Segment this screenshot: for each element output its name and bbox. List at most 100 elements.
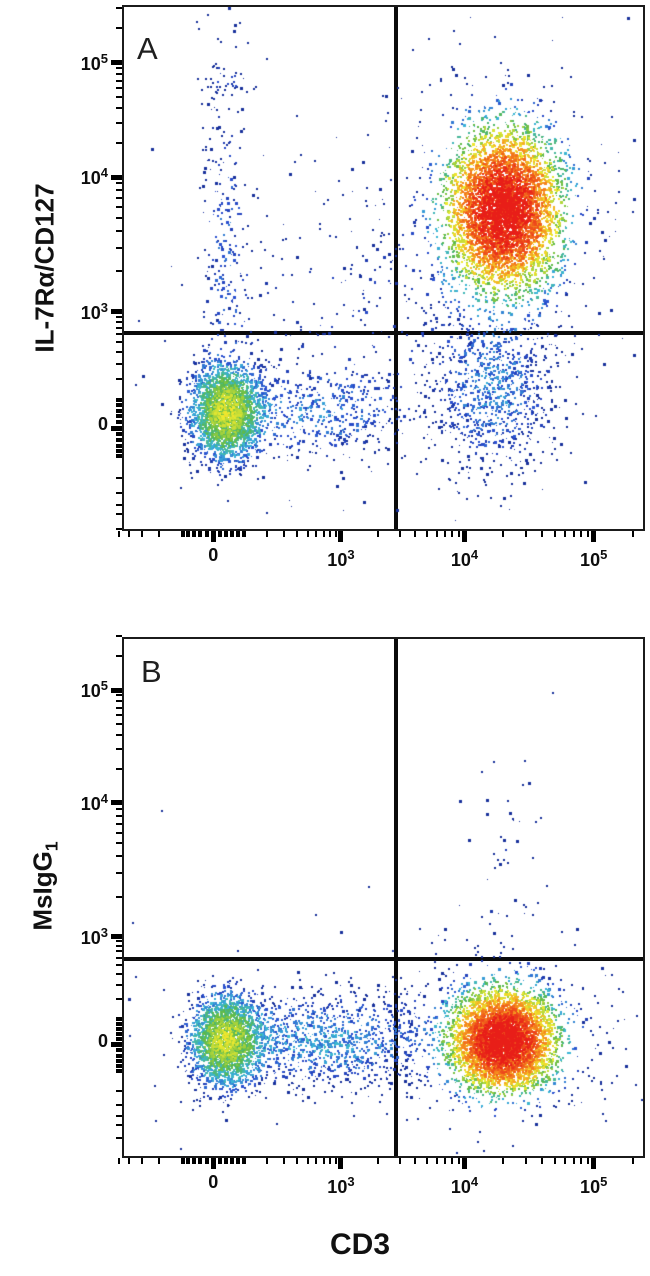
- x-axis-tick-major: [591, 1158, 597, 1169]
- x-axis-tick: [158, 531, 161, 537]
- y-axis-tick: [116, 814, 122, 817]
- y-axis-tick: [116, 1053, 122, 1058]
- y-axis-tick: [116, 79, 122, 82]
- x-axis-tick: [128, 531, 131, 537]
- x-axis-tick: [230, 531, 235, 537]
- x-axis-tick: [564, 531, 567, 537]
- x-axis-tick: [444, 531, 447, 537]
- x-axis-tick: [541, 531, 544, 537]
- y-axis-tick: [116, 1037, 122, 1042]
- y-axis-tick-label: 0: [97, 1030, 108, 1051]
- x-axis-tick: [572, 531, 575, 537]
- y-axis-tick: [116, 748, 122, 751]
- y-axis-tick: [116, 895, 122, 898]
- x-axis-tick: [306, 531, 309, 537]
- y-axis-tick-label: 104: [80, 165, 108, 189]
- y-axis-tick: [116, 1114, 122, 1117]
- y-axis-tick: [116, 107, 122, 110]
- x-axis-tick: [457, 1158, 460, 1164]
- y-axis-tick: [116, 963, 122, 966]
- y-axis-tick: [116, 432, 122, 437]
- y-axis-title-a: IL-7Rα/CD127: [29, 183, 60, 353]
- y-axis-tick: [116, 1064, 122, 1069]
- x-axis-tick: [553, 531, 556, 537]
- y-axis-tick: [116, 1068, 122, 1073]
- plot-area-a: [122, 5, 645, 531]
- x-axis-tick: [334, 531, 337, 537]
- x-axis-tick: [444, 1158, 447, 1164]
- x-axis-tick: [329, 1158, 332, 1164]
- x-axis-tick: [572, 1158, 575, 1164]
- y-axis-tick-major: [111, 934, 122, 940]
- y-axis-tick: [116, 808, 122, 811]
- y-axis-tick: [116, 270, 122, 273]
- x-axis-tick: [204, 1158, 209, 1164]
- x-axis-tick: [553, 1158, 556, 1164]
- x-axis-tick: [334, 1158, 337, 1164]
- y-axis-tick: [116, 121, 122, 124]
- x-axis-tick-major: [591, 531, 597, 542]
- y-axis-tick: [116, 831, 122, 834]
- y-axis-tick: [116, 141, 122, 144]
- y-axis-tick: [116, 229, 122, 232]
- y-axis-tick: [116, 714, 122, 717]
- y-axis-tick: [116, 341, 122, 344]
- x-axis-tick-label: 105: [580, 1174, 608, 1197]
- x-axis-tick: [436, 1158, 438, 1164]
- x-axis-tick: [398, 1158, 401, 1164]
- y-axis-tick-label: 103: [80, 299, 108, 323]
- x-axis-tick: [586, 1158, 589, 1164]
- y-axis-tick: [116, 944, 122, 947]
- x-axis-tick: [564, 1158, 567, 1164]
- x-axis-tick: [586, 531, 589, 537]
- x-axis-tick-major: [338, 1158, 344, 1169]
- x-axis-tick-label: 104: [450, 547, 479, 570]
- x-axis-tick: [376, 1158, 379, 1164]
- x-axis-tick: [414, 1158, 417, 1164]
- x-axis-tick: [242, 1158, 246, 1164]
- plot-area-b: [122, 637, 645, 1158]
- y-axis-tick-label: 104: [80, 790, 108, 814]
- y-axis-tick: [116, 326, 122, 329]
- x-axis-tick: [315, 1158, 318, 1164]
- x-axis-tick-major: [210, 1158, 216, 1169]
- x-axis-tick: [236, 531, 241, 537]
- x-axis-tick: [414, 531, 417, 537]
- x-axis-tick: [426, 531, 429, 537]
- x-axis-tick: [236, 1158, 241, 1164]
- x-axis-tick: [266, 1158, 269, 1164]
- y-axis-tick-major: [111, 687, 122, 693]
- y-axis-tick: [116, 527, 122, 530]
- y-axis-tick: [116, 872, 122, 875]
- y-axis-tick: [116, 7, 122, 10]
- y-axis-tick: [116, 700, 122, 703]
- y-axis-tick: [116, 67, 122, 70]
- y-axis-tick: [116, 503, 122, 506]
- x-axis-tick: [426, 1158, 429, 1164]
- y-axis-tick: [116, 734, 122, 737]
- y-axis-tick: [116, 972, 122, 975]
- y-axis-tick: [116, 216, 122, 219]
- y-axis-tick: [116, 377, 122, 380]
- x-axis-tick: [451, 531, 454, 537]
- x-axis-tick-label: 105: [580, 547, 608, 570]
- y-axis-tick: [116, 398, 122, 403]
- y-axis-tick: [116, 1026, 122, 1031]
- x-axis-tick: [230, 1158, 235, 1164]
- y-axis-tick: [116, 956, 122, 959]
- y-axis-tick: [116, 197, 122, 200]
- y-axis-tick: [116, 767, 122, 770]
- x-axis-tick: [322, 1158, 325, 1164]
- y-axis-tick: [116, 443, 122, 448]
- x-axis-tick: [117, 531, 120, 537]
- y-axis-tick: [116, 362, 122, 365]
- x-axis-tick-label: 103: [327, 547, 355, 570]
- y-axis-tick-label: 0: [97, 414, 108, 435]
- y-axis-tick-label: 105: [80, 50, 108, 74]
- y-axis-tick: [116, 723, 122, 726]
- y-axis-tick: [116, 333, 122, 336]
- y-axis-tick: [116, 1021, 122, 1026]
- y-axis-title-b: MsIgG1: [27, 841, 62, 931]
- y-axis-tick: [116, 72, 122, 75]
- x-axis-tick: [283, 531, 286, 537]
